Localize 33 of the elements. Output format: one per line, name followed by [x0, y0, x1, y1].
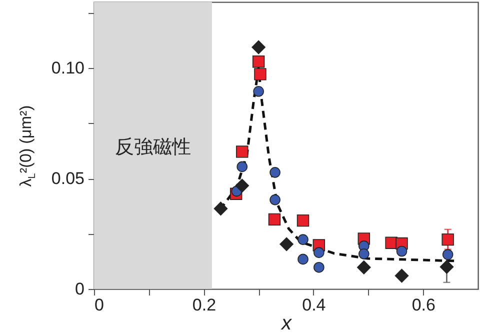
- point: [358, 248, 370, 260]
- x-tick-label: 0.6: [412, 296, 436, 314]
- point: [252, 40, 266, 54]
- point: [296, 214, 310, 227]
- point: [442, 233, 454, 246]
- y-tick-label: 0.10: [51, 58, 84, 78]
- y-tick-label: 0: [75, 280, 84, 298]
- point: [253, 86, 264, 97]
- point: [280, 237, 294, 252]
- point: [298, 234, 308, 245]
- point: [270, 167, 280, 178]
- point: [394, 268, 409, 283]
- point: [314, 247, 324, 258]
- x-axis-title: x: [280, 312, 292, 334]
- point: [314, 262, 324, 273]
- point: [298, 254, 308, 265]
- point: [442, 249, 454, 260]
- point: [356, 260, 371, 274]
- point: [236, 146, 248, 158]
- point: [270, 194, 280, 206]
- x-tick-label: 0.2: [192, 296, 216, 314]
- point: [268, 213, 281, 226]
- point: [254, 68, 266, 80]
- point: [440, 260, 454, 274]
- point: [252, 56, 265, 68]
- point: [235, 178, 250, 193]
- point: [396, 246, 408, 257]
- point: [214, 202, 228, 216]
- band-label: 反強磁性: [114, 137, 191, 158]
- point: [236, 161, 248, 172]
- x-tick-label: 0.4: [302, 296, 326, 314]
- x-tick-label: 0: [94, 296, 104, 314]
- y-tick-label: 0.05: [51, 169, 84, 188]
